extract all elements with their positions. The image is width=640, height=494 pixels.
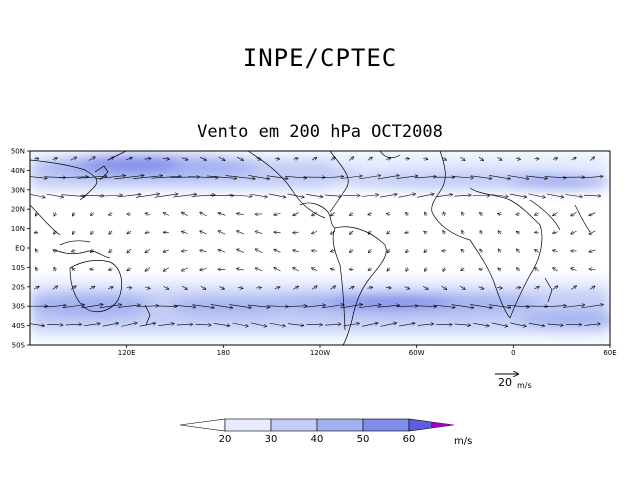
colorbar-low-arrow xyxy=(179,418,226,432)
chart-title: INPE/CPTEC xyxy=(242,44,398,72)
longitude-axis: 120E 180 120W 60W 0 60E xyxy=(118,345,617,357)
lat-label: 30S xyxy=(12,303,26,311)
lat-label: 50N xyxy=(11,148,25,156)
chart-subtitle: Vento em 200 hPa OCT2008 xyxy=(197,122,443,142)
lat-label: 50S xyxy=(12,342,26,350)
colorbar-level-label: 20 xyxy=(219,434,232,445)
reference-vector-value: 20 xyxy=(498,376,512,389)
lon-label: 60W xyxy=(409,349,425,357)
reference-vector-units: m/s xyxy=(517,381,532,390)
lat-label: 20S xyxy=(12,283,26,291)
colorbar-level-label: 60 xyxy=(403,434,416,445)
colorbar-level-label: 50 xyxy=(357,434,370,445)
reference-vector: 20 m/s xyxy=(495,374,532,390)
colorbar-level-label: 40 xyxy=(311,434,324,445)
lon-label: 60E xyxy=(603,349,616,357)
colorbar-segment xyxy=(270,418,318,432)
colorbar-segment xyxy=(316,418,364,432)
colorbar: 20 30 40 50 60 m/s xyxy=(179,418,472,447)
lat-label: 40S xyxy=(12,322,26,330)
colorbar-segment xyxy=(224,418,272,432)
lat-label: 30N xyxy=(11,186,25,194)
latitude-axis: 50N 40N 30N 20N 10N EQ 10S 20S 30S 40S 50S xyxy=(11,148,30,350)
lat-label: 20N xyxy=(11,206,25,214)
lat-label: 10N xyxy=(11,225,25,233)
colorbar-level-label: 30 xyxy=(265,434,278,445)
lat-label: 10S xyxy=(12,264,26,272)
lon-label: 0 xyxy=(511,349,515,357)
wind-vectors xyxy=(30,157,604,326)
wind-speed-shading xyxy=(30,151,610,345)
colorbar-extreme-arrow xyxy=(431,422,454,428)
lat-label: 40N xyxy=(11,167,25,175)
lon-label: 120E xyxy=(118,349,136,357)
lat-label: EQ xyxy=(15,245,25,253)
lon-label: 120W xyxy=(310,349,330,357)
colorbar-units: m/s xyxy=(454,436,472,447)
colorbar-segment xyxy=(362,418,410,432)
lon-label: 180 xyxy=(217,349,230,357)
